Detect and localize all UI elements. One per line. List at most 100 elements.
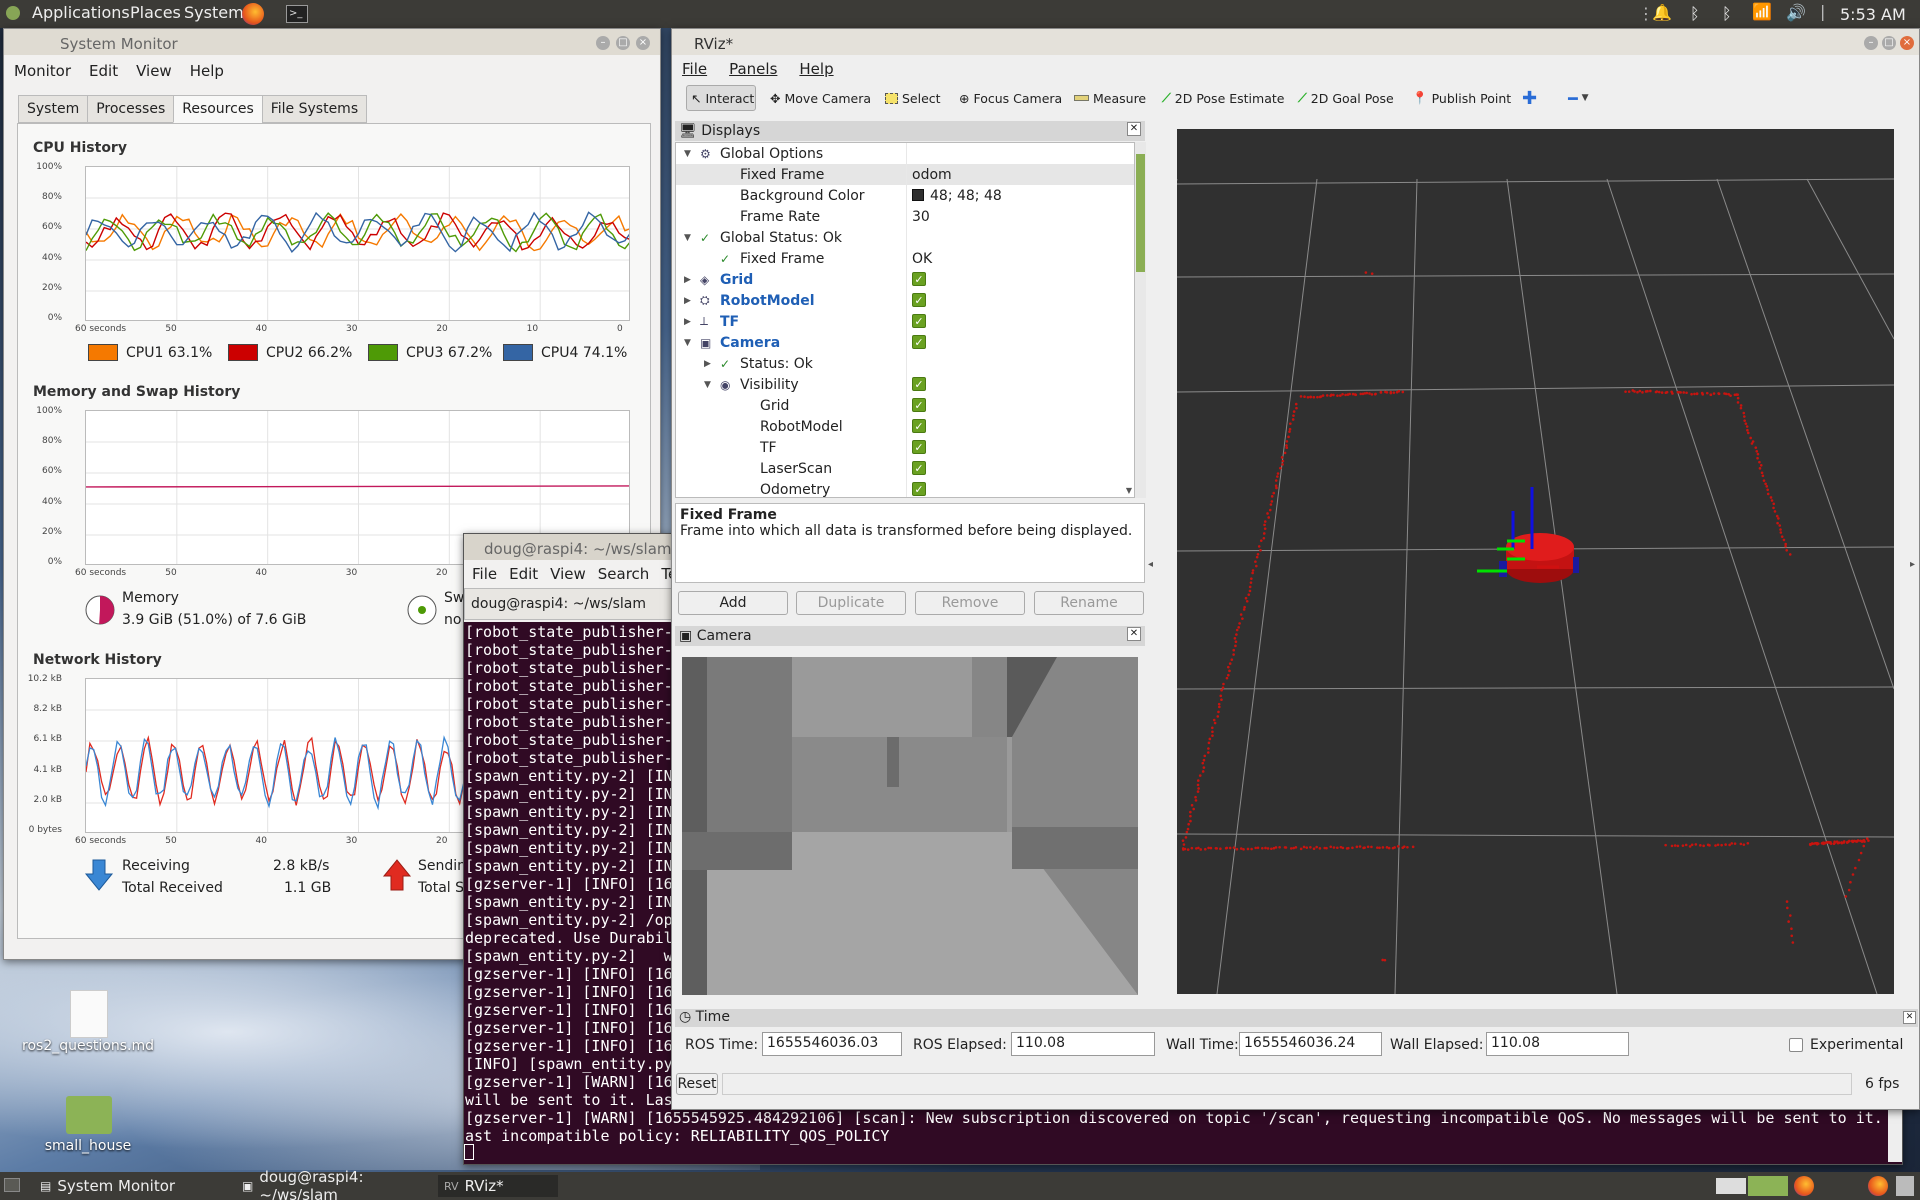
- expand-arrow-icon[interactable]: ▶: [684, 274, 691, 285]
- rviz-titlebar[interactable]: RViz*: [672, 29, 1919, 55]
- tree-scrollbar[interactable]: [1135, 142, 1146, 498]
- display-enabled-checkbox[interactable]: ✓: [912, 419, 926, 433]
- tool-focus-camera[interactable]: ⊕ Focus Camera: [959, 90, 1063, 106]
- ros-time-field[interactable]: 1655546036.03: [762, 1032, 902, 1056]
- display-enabled-checkbox[interactable]: ✓: [912, 314, 926, 328]
- display-tree-row[interactable]: ▼ ▣ Camera ✓: [676, 332, 1134, 353]
- menu-edit[interactable]: Edit: [89, 62, 119, 80]
- collapse-right-icon[interactable]: ▸: [1910, 559, 1916, 570]
- desktop-icon-ros2-questions[interactable]: ros2_questions.md: [20, 986, 156, 1056]
- menu-system[interactable]: System: [184, 3, 244, 22]
- cpu3-color-swatch[interactable]: [368, 344, 398, 361]
- expand-arrow-icon[interactable]: ▶: [684, 316, 691, 327]
- close-panel-icon[interactable]: ✕: [1127, 627, 1141, 641]
- menu-help[interactable]: Help: [799, 60, 834, 78]
- remove-button[interactable]: Remove: [915, 591, 1025, 615]
- remove-tool-minus-icon[interactable]: ━ ▼: [1568, 88, 1589, 108]
- menu-view[interactable]: View: [550, 565, 586, 583]
- tool-select[interactable]: Select: [885, 85, 941, 111]
- menu-search[interactable]: Search: [597, 565, 650, 583]
- mate-logo-icon[interactable]: [6, 6, 20, 20]
- clock[interactable]: 5:53 AM: [1840, 5, 1906, 24]
- display-tree-value[interactable]: 48; 48; 48: [930, 187, 1002, 204]
- firefox-icon-2[interactable]: [1868, 1176, 1888, 1196]
- menu-places[interactable]: Places: [130, 3, 181, 22]
- duplicate-button[interactable]: Duplicate: [796, 591, 906, 615]
- expand-arrow-icon[interactable]: ▶: [684, 295, 691, 306]
- display-tree-row[interactable]: Grid ✓: [676, 395, 1134, 416]
- display-tree-value[interactable]: odom: [912, 166, 952, 183]
- trash-icon[interactable]: [1896, 1176, 1914, 1196]
- menu-applications[interactable]: Applications: [32, 3, 130, 22]
- tool-measure[interactable]: Measure: [1074, 85, 1146, 111]
- menu-help[interactable]: Help: [189, 62, 224, 80]
- taskbar-terminal[interactable]: ▣ doug@raspi4: ~/ws/slam: [242, 1168, 364, 1200]
- display-tree-row[interactable]: Fixed Frame odom: [676, 164, 1134, 185]
- close-panel-icon[interactable]: ✕: [1903, 1011, 1916, 1024]
- collapse-arrow-icon[interactable]: ▼: [684, 148, 691, 159]
- collapse-arrow-icon[interactable]: ▼: [704, 379, 711, 390]
- wifi-icon[interactable]: 📶: [1752, 2, 1772, 21]
- display-tree-row[interactable]: ▶ ✓ Status: Ok: [676, 353, 1134, 374]
- menu-edit[interactable]: Edit: [509, 565, 539, 583]
- reset-button[interactable]: Reset: [676, 1073, 718, 1095]
- add-tool-plus-icon[interactable]: ✚: [1522, 87, 1538, 109]
- collapse-left-icon[interactable]: ◂: [1148, 559, 1154, 570]
- tool-move-camera[interactable]: ✥ Move Camera: [770, 90, 872, 106]
- display-tree-value[interactable]: 30: [912, 208, 930, 225]
- tab-system[interactable]: System: [18, 95, 89, 123]
- taskbar-system-monitor[interactable]: ▤ System Monitor: [40, 1177, 176, 1195]
- cpu2-color-swatch[interactable]: [228, 344, 258, 361]
- close-button[interactable]: ×: [1900, 36, 1914, 50]
- menu-view[interactable]: View: [136, 62, 172, 80]
- display-enabled-checkbox[interactable]: ✓: [912, 482, 926, 496]
- desktop-icon-small-house[interactable]: small_house: [28, 1094, 148, 1154]
- tab-resources[interactable]: Resources: [173, 95, 263, 123]
- display-tree-row[interactable]: Background Color 48; 48; 48: [676, 185, 1134, 206]
- cpu4-color-swatch[interactable]: [503, 344, 533, 361]
- display-enabled-checkbox[interactable]: ✓: [912, 335, 926, 349]
- memory-pie-icon[interactable]: [84, 594, 116, 626]
- display-enabled-checkbox[interactable]: ✓: [912, 398, 926, 412]
- notification-bell-icon[interactable]: 🔔: [1652, 3, 1672, 22]
- workspace-2[interactable]: [1748, 1176, 1788, 1196]
- maximize-button[interactable]: □: [1882, 36, 1896, 50]
- menu-file[interactable]: File: [472, 565, 498, 583]
- tab-processes[interactable]: Processes: [87, 95, 175, 123]
- display-tree-row[interactable]: ▼ ✓ Global Status: Ok: [676, 227, 1134, 248]
- maximize-button[interactable]: □: [616, 36, 630, 50]
- tool-interact[interactable]: ↖ Interact: [686, 85, 756, 111]
- expand-arrow-icon[interactable]: ▶: [704, 358, 711, 369]
- collapse-arrow-icon[interactable]: ▼: [684, 232, 691, 243]
- display-enabled-checkbox[interactable]: ✓: [912, 440, 926, 454]
- display-tree-row[interactable]: ▼ ⚙ Global Options: [676, 143, 1134, 164]
- display-tree-row[interactable]: ▶ ◈ Grid ✓: [676, 269, 1134, 290]
- color-swatch[interactable]: [912, 189, 924, 201]
- display-tree-row[interactable]: ▼ ◉ Visibility ✓: [676, 374, 1134, 395]
- display-tree-value[interactable]: OK: [912, 250, 933, 267]
- rename-button[interactable]: Rename: [1034, 591, 1144, 615]
- close-button[interactable]: ×: [636, 36, 650, 50]
- bluetooth-icon-2[interactable]: ᛒ: [1722, 4, 1732, 23]
- show-desktop-icon[interactable]: [4, 1178, 20, 1192]
- workspace-1[interactable]: [1716, 1178, 1746, 1194]
- ros-elapsed-field[interactable]: 110.08: [1011, 1032, 1155, 1056]
- add-button[interactable]: Add: [678, 591, 788, 615]
- display-enabled-checkbox[interactable]: ✓: [912, 293, 926, 307]
- display-tree-row[interactable]: ▶ ⛭ RobotModel ✓: [676, 290, 1134, 311]
- display-tree-row[interactable]: ▶ ⟂ TF ✓: [676, 311, 1134, 332]
- display-enabled-checkbox[interactable]: ✓: [912, 461, 926, 475]
- menu-file[interactable]: File: [682, 60, 708, 78]
- wall-time-field[interactable]: 1655546036.24: [1239, 1032, 1382, 1056]
- display-tree-row[interactable]: RobotModel ✓: [676, 416, 1134, 437]
- display-tree-row[interactable]: Odometry ✓: [676, 479, 1134, 497]
- tool-publish-point[interactable]: 📍 Publish Point: [1412, 90, 1512, 106]
- minimize-button[interactable]: –: [596, 36, 610, 50]
- display-enabled-checkbox[interactable]: ✓: [912, 272, 926, 286]
- menu-panels[interactable]: Panels: [729, 60, 778, 78]
- cpu1-color-swatch[interactable]: [88, 344, 118, 361]
- taskbar-rviz[interactable]: RV RViz*: [438, 1175, 558, 1197]
- tab-file-systems[interactable]: File Systems: [261, 95, 368, 123]
- minimize-button[interactable]: –: [1864, 36, 1878, 50]
- firefox-icon[interactable]: [1794, 1176, 1814, 1196]
